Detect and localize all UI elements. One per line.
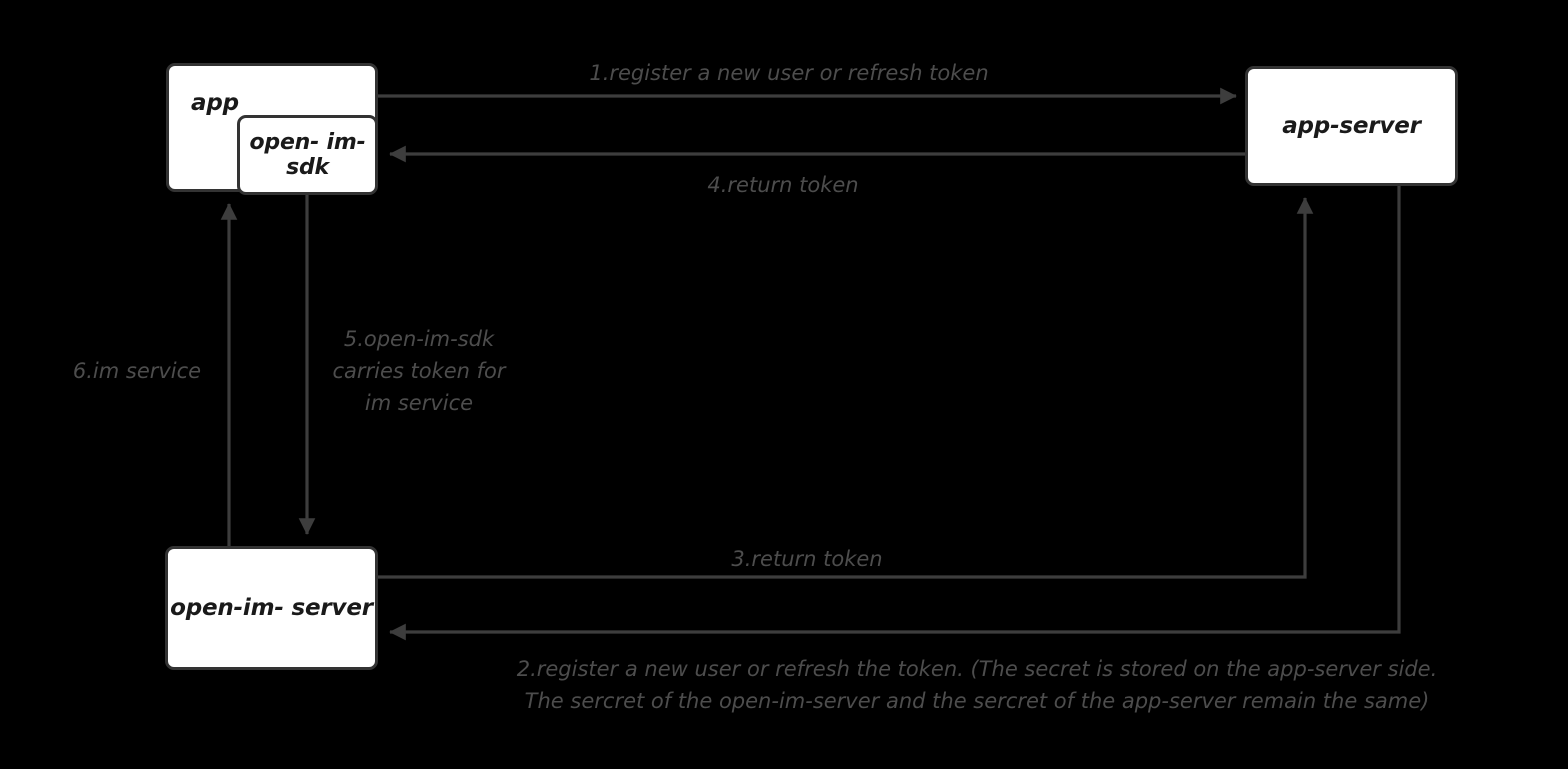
node-open-im-server[interactable]: open-im- server [165,546,378,670]
node-open-im-server-label: open-im- server [170,594,373,621]
node-app-server[interactable]: app-server [1245,66,1458,186]
node-open-im-sdk[interactable]: open- im-sdk [237,115,378,195]
node-app-label: app [191,90,239,116]
edge-label-2: 2.register a new user or refresh the tok… [516,657,1438,713]
edge-label-1: 1.register a new user or refresh token [589,61,989,85]
edge-label-6: 6.im service [72,359,202,383]
edge-label-4: 4.return token [707,173,859,197]
connector-2-appserver-to-imserver [389,186,1401,641]
node-app-server-label: app-server [1282,112,1421,139]
edge-label-5: 5.open-im-sdk carries token for im servi… [332,327,506,415]
edge-label-3: 3.return token [731,547,883,571]
connector-3-imserver-to-appserver [378,197,1314,579]
node-open-im-sdk-label: open- im-sdk [249,129,366,180]
